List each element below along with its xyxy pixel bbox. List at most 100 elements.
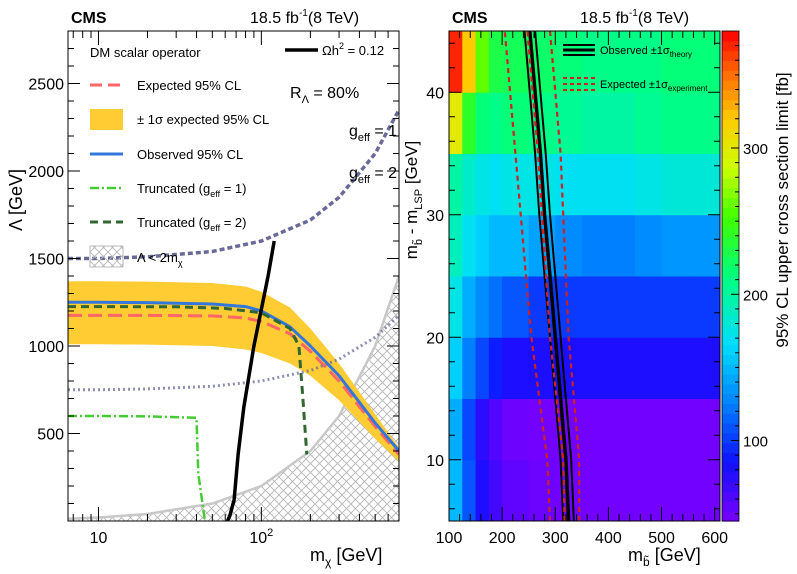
x-tick-label-10: 10 — [90, 530, 108, 547]
heatmap-cell — [555, 214, 583, 277]
palette-step — [722, 246, 739, 257]
heatmap-cell — [555, 92, 583, 154]
z-axis-label: 95% CL upper cross section limit [fb] — [773, 72, 792, 347]
heatmap-cell — [475, 337, 490, 399]
r-y-tick-label-20: 20 — [426, 330, 444, 347]
r-x-tick-label-500: 500 — [648, 530, 675, 547]
r-x-tick-label-600: 600 — [701, 530, 728, 547]
palette-step — [722, 305, 739, 316]
palette-tick-label-200: 200 — [743, 287, 768, 304]
heatmap-cell — [528, 459, 556, 521]
palette-step — [722, 158, 739, 169]
palette-step — [722, 334, 739, 346]
right-legend: Observed ±1σtheory Expected ±1σexperimen… — [563, 44, 708, 93]
heatmap-cell — [688, 92, 720, 154]
palette-step — [722, 148, 739, 159]
heatmap-cell — [502, 337, 530, 399]
contour-expected-1-experiment — [503, 31, 552, 521]
right-x-axis-label: mb̃ [GeV] — [628, 545, 701, 569]
heatmap-cell — [608, 214, 636, 277]
palette-tick-label-100: 100 — [743, 434, 768, 451]
heatmap-cell — [502, 153, 530, 216]
r-y-tick-label-30: 30 — [426, 208, 444, 225]
palette-step — [722, 178, 739, 189]
heatmap-cell — [462, 214, 477, 277]
palette-step — [722, 99, 739, 110]
heatmap-cell — [661, 337, 689, 399]
relic-legend-label: Ωh2 = 0.12 — [322, 41, 384, 58]
operator-label: DM scalar operator — [90, 45, 201, 60]
legend-region-label: Λ < 2mχ — [137, 250, 183, 268]
heatmap-cell — [661, 398, 689, 461]
palette-step — [722, 403, 739, 414]
heatmap-cell — [475, 153, 490, 216]
palette-step — [722, 138, 739, 150]
heatmap-cell — [462, 337, 477, 399]
contour-expected-1-experiment — [548, 31, 581, 521]
heatmap-cell — [475, 92, 490, 154]
heatmap-cell — [581, 459, 609, 521]
series-g-eff-2 — [68, 314, 399, 392]
heatmap-cell — [488, 214, 503, 277]
heatmap-cell — [581, 398, 609, 461]
palette-step — [722, 481, 739, 493]
heatmap-cell — [475, 398, 490, 461]
y-tick-label-500: 500 — [37, 427, 64, 444]
palette-step — [722, 442, 739, 453]
r-x-tick-label-100: 100 — [436, 530, 463, 547]
palette-step — [722, 462, 739, 473]
heatmap-cell — [581, 337, 609, 399]
heatmap-cell — [634, 92, 663, 154]
palette-step — [722, 227, 739, 238]
legend-band-label: ± 1σ expected 95% CL — [137, 112, 269, 127]
heatmap-cell — [555, 153, 583, 216]
legend-expected-label: Expected 95% CL — [137, 78, 241, 93]
left-experiment-label: CMS — [71, 10, 107, 27]
heatmap-cell — [608, 459, 636, 521]
series-g-eff-1 — [68, 108, 399, 261]
palette-step — [722, 285, 739, 297]
heatmap-cell — [688, 153, 720, 216]
legend-trunc1-label: Truncated (geff = 1) — [137, 181, 246, 199]
heatmap-cell — [688, 459, 720, 521]
heatmap-cell — [555, 31, 583, 93]
left-panel: 500 1000 1500 2000 2500 10 102 CMS 18.5 fb-1(8… — [6, 8, 400, 569]
heatmap-cell — [608, 31, 636, 93]
heatmap-cell — [661, 459, 689, 521]
heatmap-cell — [634, 398, 663, 461]
heatmap-cell — [608, 153, 636, 216]
y-tick-label-2000: 2000 — [28, 164, 64, 181]
heatmap-cell — [462, 276, 477, 338]
palette-step — [722, 40, 739, 52]
series-expected-95-cl — [68, 313, 399, 456]
r-x-tick-label-200: 200 — [489, 530, 516, 547]
r-x-tick-label-400: 400 — [595, 530, 622, 547]
y-tick-label-1000: 1000 — [28, 339, 64, 356]
heatmap-cell — [634, 276, 663, 338]
heatmap-cell — [462, 398, 477, 461]
heatmap-cell — [449, 459, 463, 521]
heatmap-cell — [462, 153, 477, 216]
heatmap-cell — [475, 276, 490, 338]
heatmap-cell — [608, 92, 636, 154]
heatmap-cell — [634, 459, 663, 521]
heatmap-cell — [608, 398, 636, 461]
heatmap-cell — [608, 337, 636, 399]
palette-step — [722, 374, 739, 385]
geff1-label: geff = 1 — [349, 123, 397, 144]
palette-step — [722, 501, 739, 512]
r-x-tick-label-300: 300 — [542, 530, 569, 547]
heatmap-cell — [449, 337, 463, 399]
palette-step — [722, 207, 739, 218]
heatmap-cell — [488, 92, 503, 154]
heatmap-cell — [488, 153, 503, 216]
heatmap-cell — [634, 214, 663, 277]
y-tick-label-1500: 1500 — [28, 252, 64, 269]
legend-observed-theory-label: Observed ±1σtheory — [600, 45, 692, 59]
palette-step — [722, 491, 739, 502]
y-tick-label-2500: 2500 — [28, 77, 64, 94]
r-y-tick-label-10: 10 — [426, 453, 444, 470]
palette-tick-label-300: 300 — [743, 141, 768, 158]
heatmap-cell — [688, 276, 720, 338]
